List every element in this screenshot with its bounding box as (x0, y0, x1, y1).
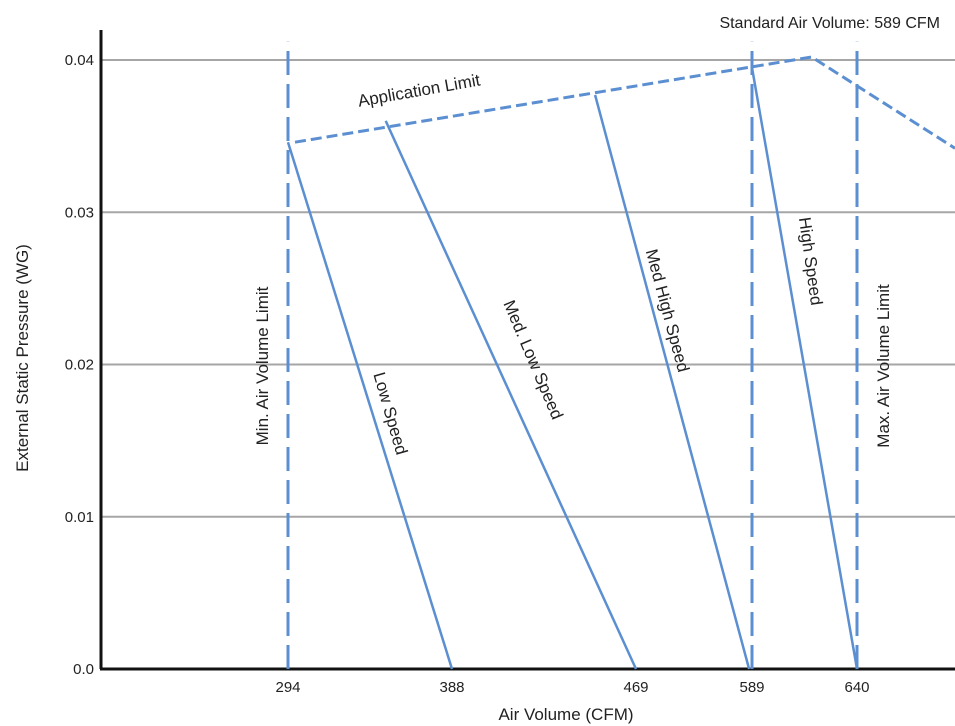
series-label: Med High Speed (642, 247, 693, 374)
axes (99, 30, 955, 671)
series-line-2 (593, 94, 751, 670)
y-axis-title: External Static Pressure (WG) (13, 244, 32, 472)
x-tick-label: 388 (439, 679, 464, 696)
y-tick-label: 0.0 (73, 661, 94, 678)
series-label: Low Speed (369, 370, 411, 457)
series-labels: Low Speed Med. Low Speed Med High Speed Hig… (253, 70, 893, 457)
tick-labels: 0.0 0.01 0.02 0.03 0.04 294 388 469 589 640 (65, 52, 870, 696)
series-label: Med. Low Speed (499, 297, 566, 422)
series-label: Min. Air Volume Limit (253, 286, 272, 445)
y-tick-label: 0.01 (65, 509, 94, 526)
standard-air-volume-note: Standard Air Volume: 589 CFM (719, 15, 940, 32)
series-lines (286, 41, 955, 670)
y-tick-label: 0.02 (65, 357, 94, 374)
x-tick-label: 589 (739, 679, 764, 696)
y-tick-label: 0.03 (65, 204, 94, 221)
x-tick-label: 640 (844, 679, 869, 696)
series-line-3 (750, 67, 859, 670)
x-tick-label: 469 (623, 679, 648, 696)
y-tick-label: 0.04 (65, 52, 94, 69)
x-axis-title: Air Volume (CFM) (498, 705, 633, 724)
x-tick-label: 294 (275, 679, 300, 696)
gridlines (101, 59, 955, 518)
series-line-0 (286, 141, 454, 670)
series-label: High Speed (795, 216, 826, 307)
series-line-1 (384, 120, 638, 670)
series-label: Application Limit (356, 70, 481, 110)
series-label: Max. Air Volume Limit (874, 284, 893, 448)
